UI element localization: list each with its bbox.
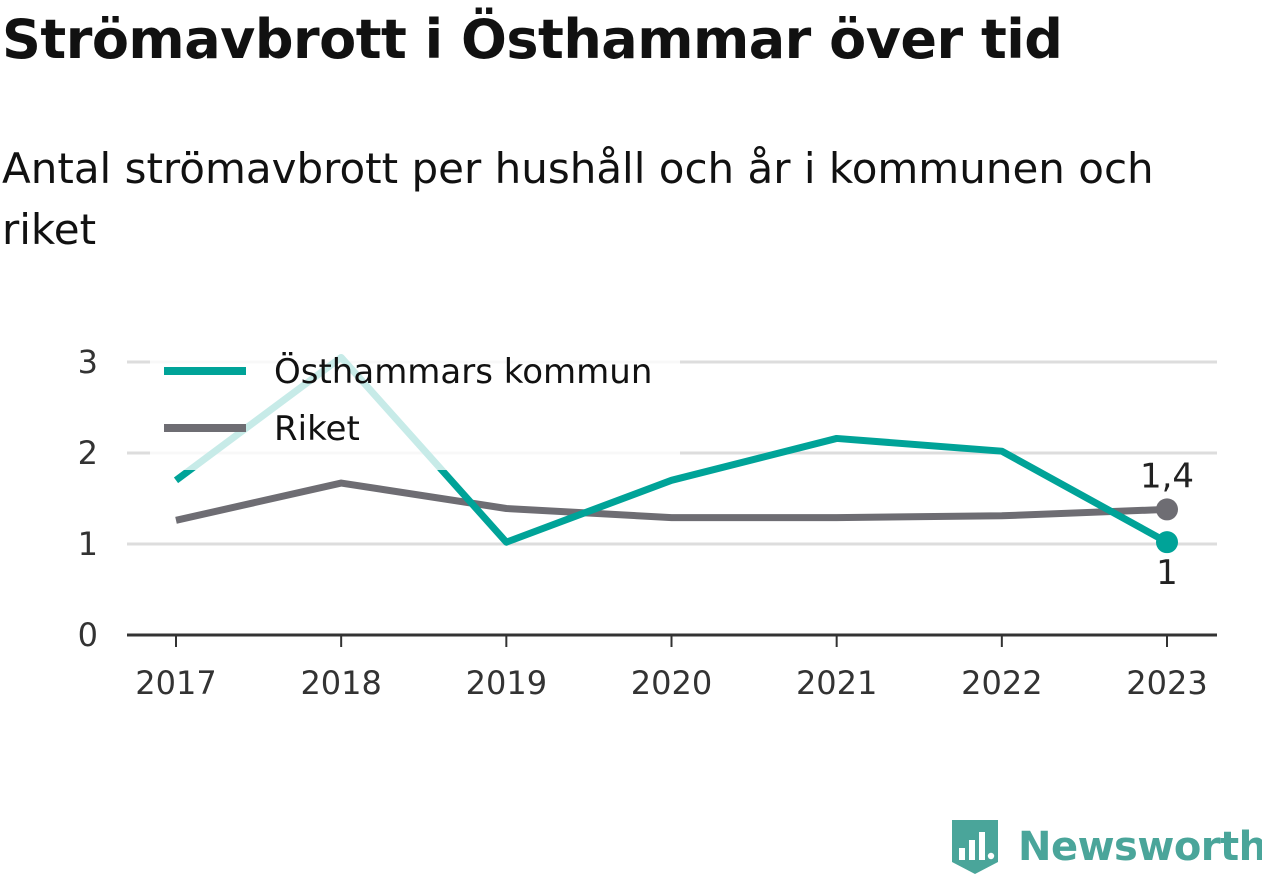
chart-subtitle: Antal strömavbrott per hushåll och år i … bbox=[2, 144, 1154, 254]
y-tick-label: 1 bbox=[78, 525, 98, 563]
x-tick-label: 2023 bbox=[1126, 664, 1207, 702]
legend: Östhammars kommun Riket bbox=[150, 340, 680, 470]
y-tick-label: 0 bbox=[78, 616, 98, 654]
y-axis-ticks: 0 1 2 3 bbox=[78, 343, 98, 654]
chart-title: Strömavbrott i Östhammar över tid bbox=[2, 8, 1063, 71]
end-labels: 11,4 bbox=[1140, 456, 1194, 593]
legend-label: Östhammars kommun bbox=[274, 351, 652, 392]
x-tick-label: 2020 bbox=[631, 664, 712, 702]
end-point-riket bbox=[1156, 498, 1178, 521]
y-tick-label: 3 bbox=[78, 343, 98, 381]
x-tick-label: 2017 bbox=[135, 664, 216, 702]
y-tick-label: 2 bbox=[78, 434, 98, 472]
newsworthy-logo: Newsworthy bbox=[950, 818, 1262, 876]
logo-text: Newsworthy bbox=[1018, 824, 1262, 870]
end-point-osthammar bbox=[1156, 531, 1178, 554]
end-label-osthammar: 1 bbox=[1156, 553, 1178, 593]
x-tick-label: 2018 bbox=[300, 664, 381, 702]
x-tick-label: 2019 bbox=[466, 664, 547, 702]
bar-chart-shield-icon bbox=[952, 820, 998, 874]
series-line-riket bbox=[175, 479, 1168, 524]
x-axis-ticks: 2017 2018 2019 2020 2021 2022 2023 bbox=[135, 635, 1208, 702]
legend-background bbox=[150, 340, 680, 470]
x-tick-label: 2021 bbox=[796, 664, 877, 702]
x-tick-label: 2022 bbox=[961, 664, 1042, 702]
legend-label: Riket bbox=[274, 409, 360, 449]
end-label-riket: 1,4 bbox=[1140, 456, 1194, 496]
